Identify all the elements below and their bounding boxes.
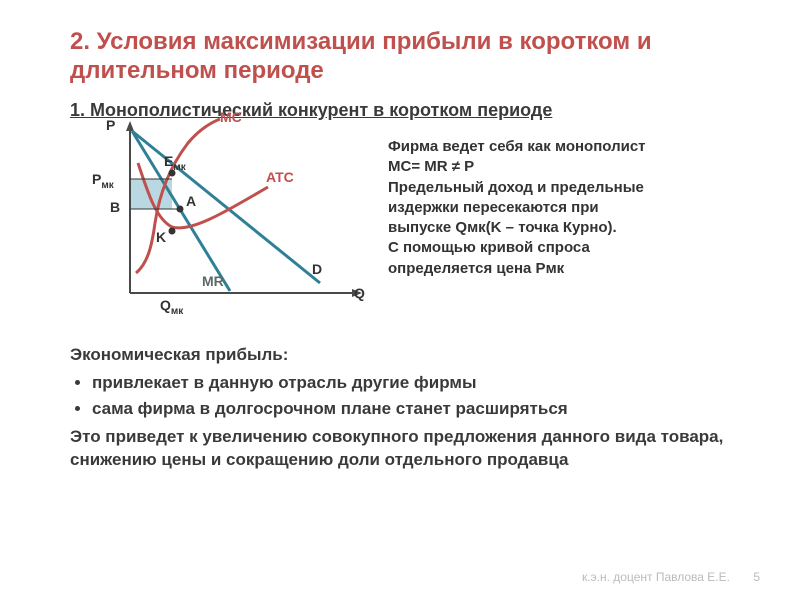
axis-p-label: P: [106, 117, 115, 133]
slide: 2. Условия максимизации прибыли в коротк…: [0, 0, 800, 600]
bottom-block: Экономическая прибыль: привлекает в данн…: [70, 343, 760, 472]
d-label: D: [312, 261, 322, 277]
footer-author: к.э.н. доцент Павлова Е.Е.: [582, 570, 730, 584]
point-a: [177, 206, 184, 213]
b-label: B: [110, 199, 120, 215]
axis-q-label: Q: [354, 285, 365, 301]
qmk-label: Qмк: [160, 297, 183, 317]
bottom-trail: Это приведет к увеличению совокупного пр…: [70, 425, 760, 473]
emk-label: Eмк: [164, 153, 186, 173]
bottom-bullet: привлекает в данную отрасль другие фирмы: [92, 371, 760, 395]
k-label: K: [156, 229, 166, 245]
content-row: P Q MC ATC MR D Eмк A B K Pмк Qмк Фирма …: [70, 125, 760, 323]
a-label: A: [186, 193, 196, 209]
bottom-list: привлекает в данную отрасль другие фирмы…: [70, 371, 760, 421]
y-axis-arrow: [126, 121, 134, 131]
note-line: Предельный доход и предельные: [388, 178, 760, 198]
note-line: определяется цена Pмк: [388, 259, 760, 279]
note-line: Фирма ведет себя как монополист: [388, 137, 760, 157]
pmk-label: Pмк: [92, 171, 114, 191]
notes-block: Фирма ведет себя как монополист MC= MR ≠…: [388, 125, 760, 279]
chart-svg: [70, 113, 370, 323]
point-k: [169, 228, 176, 235]
slide-footer: к.э.н. доцент Павлова Е.Е. 5: [582, 570, 760, 584]
bottom-lead: Экономическая прибыль:: [70, 343, 760, 367]
mr-label: MR: [202, 273, 224, 289]
bottom-bullet: сама фирма в долгосрочном плане станет р…: [92, 397, 760, 421]
chart: P Q MC ATC MR D Eмк A B K Pмк Qмк: [70, 113, 370, 323]
mc-label: MC: [220, 109, 242, 125]
slide-title: 2. Условия максимизации прибыли в коротк…: [70, 28, 760, 86]
note-line: MC= MR ≠ P: [388, 157, 760, 177]
note-line: издержки пересекаются при: [388, 198, 760, 218]
atc-label: ATC: [266, 169, 294, 185]
note-line: С помощью кривой спроса: [388, 238, 760, 258]
note-line: выпуске Qмк(K – точка Курно).: [388, 218, 760, 238]
footer-page: 5: [753, 570, 760, 584]
